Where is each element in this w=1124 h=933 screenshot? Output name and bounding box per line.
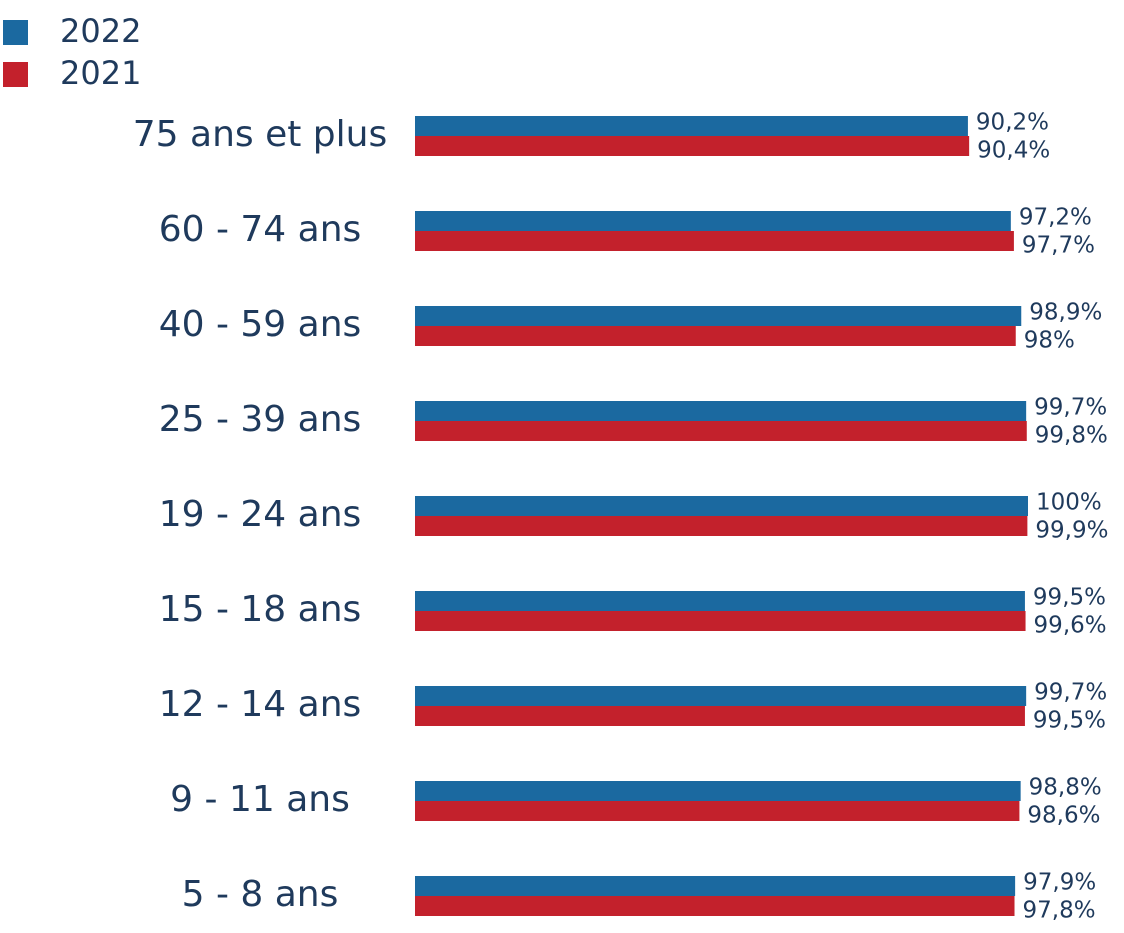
category-label: 5 - 8 ans (182, 874, 339, 915)
category-label: 19 - 24 ans (159, 494, 362, 535)
bar (415, 781, 1021, 801)
legend-label: 2021 (60, 54, 141, 92)
category-label: 40 - 59 ans (159, 304, 362, 345)
value-label: 98,9% (1029, 300, 1102, 326)
category-label: 60 - 74 ans (159, 209, 362, 250)
value-label: 98% (1024, 328, 1075, 354)
value-label: 98,6% (1027, 803, 1100, 829)
bar (415, 611, 1026, 631)
bar (415, 401, 1027, 421)
bar (415, 801, 1020, 821)
bar (415, 706, 1025, 726)
value-label: 97,2% (1019, 205, 1092, 231)
value-label: 99,5% (1033, 708, 1106, 734)
value-label: 99,7% (1034, 395, 1107, 421)
value-label: 99,8% (1035, 423, 1108, 449)
bar (415, 326, 1016, 346)
bar (415, 496, 1028, 516)
value-label: 90,2% (976, 110, 1049, 136)
bar (415, 231, 1014, 251)
value-label: 99,5% (1033, 585, 1106, 611)
bar (415, 136, 970, 156)
bar (415, 211, 1011, 231)
legend-swatch (3, 20, 28, 45)
value-label: 98,8% (1029, 775, 1102, 801)
category-label: 75 ans et plus (133, 114, 387, 155)
value-label: 99,6% (1034, 613, 1107, 639)
bar (415, 516, 1028, 536)
value-label: 97,7% (1022, 233, 1095, 259)
value-label: 97,9% (1023, 870, 1096, 896)
category-label: 9 - 11 ans (170, 779, 350, 820)
category-label: 12 - 14 ans (159, 684, 362, 725)
value-label: 90,4% (977, 138, 1050, 164)
category-label: 25 - 39 ans (159, 399, 362, 440)
legend-label: 2022 (60, 12, 141, 50)
value-label: 97,8% (1023, 898, 1096, 924)
value-label: 100% (1036, 490, 1102, 516)
bar (415, 116, 968, 136)
value-label: 99,7% (1034, 680, 1107, 706)
category-label: 15 - 18 ans (159, 589, 362, 630)
legend-swatch (3, 62, 28, 87)
bar (415, 896, 1015, 916)
bar (415, 876, 1016, 896)
bar (415, 591, 1025, 611)
bar (415, 686, 1027, 706)
bar (415, 421, 1027, 441)
value-label: 99,9% (1035, 518, 1108, 544)
bar (415, 306, 1022, 326)
